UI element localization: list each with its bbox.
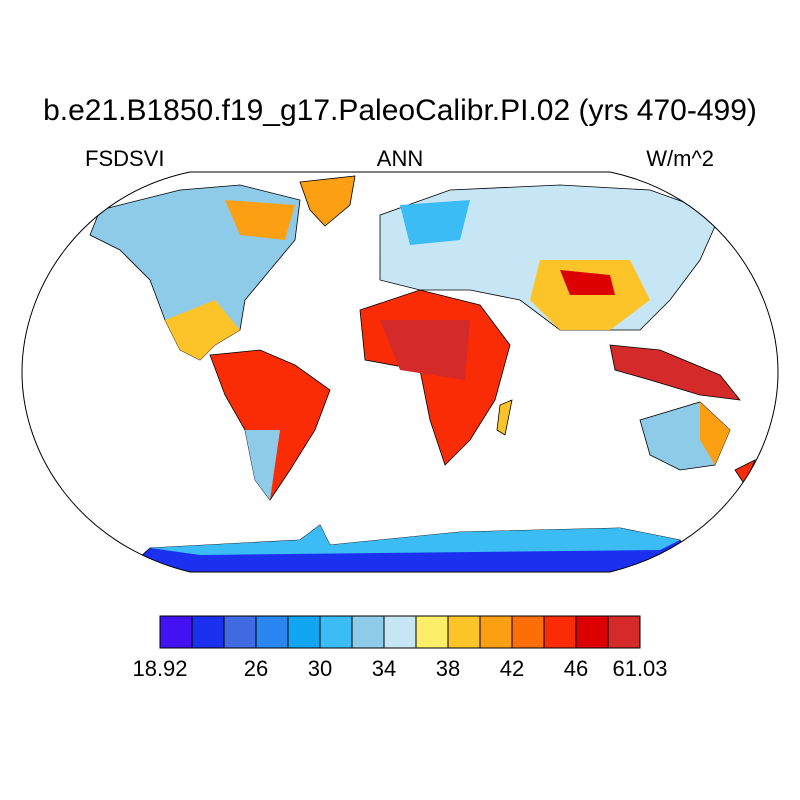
colorbar-box <box>607 615 641 649</box>
units-label: W/m^2 <box>646 146 714 171</box>
madagascar <box>496 399 513 436</box>
colorbar-label: 46 <box>564 656 588 681</box>
south-america <box>209 349 331 501</box>
colorbar-box <box>159 615 193 649</box>
africa <box>359 289 511 466</box>
tibet <box>560 270 615 295</box>
colorbar-box <box>511 615 545 649</box>
colorbar-box <box>415 615 449 649</box>
colorbar-label: 34 <box>372 656 396 681</box>
colorbar: 18.92 26 30 34 38 42 46 61.03 <box>132 615 668 681</box>
colorbar-box <box>447 615 481 649</box>
colorbar-box <box>287 615 321 649</box>
colorbar-label: 38 <box>436 656 460 681</box>
colorbar-label: 61.03 <box>612 656 667 681</box>
antarctica-coast <box>150 525 680 555</box>
hudson <box>225 200 295 240</box>
season-label: ANN <box>377 146 423 171</box>
colorbar-box <box>543 615 577 649</box>
colorbar-box <box>223 615 257 649</box>
south-america-south <box>245 430 280 500</box>
australia-east <box>700 402 730 465</box>
colorbar-box <box>191 615 225 649</box>
colorbar-label: 18.92 <box>132 656 187 681</box>
map-outline <box>21 171 779 573</box>
scandinavia <box>400 200 470 245</box>
colorbar-box <box>383 615 417 649</box>
north-america-south <box>165 300 240 360</box>
colorbar-label: 42 <box>500 656 524 681</box>
new-zealand <box>734 459 756 486</box>
colorbar-box <box>319 615 353 649</box>
colorbar-box <box>575 615 609 649</box>
greenland <box>299 175 356 227</box>
colorbar-box <box>479 615 513 649</box>
colorbar-box <box>255 615 289 649</box>
colorbar-label: 30 <box>308 656 332 681</box>
central-africa <box>380 320 470 380</box>
title: b.e21.B1850.f19_g17.PaleoCalibr.PI.02 (y… <box>43 94 757 127</box>
map <box>89 175 756 572</box>
colorbar-label: 26 <box>244 656 268 681</box>
variable-label: FSDSVI <box>85 146 164 171</box>
colorbar-box <box>351 615 385 649</box>
indonesia <box>609 344 741 401</box>
